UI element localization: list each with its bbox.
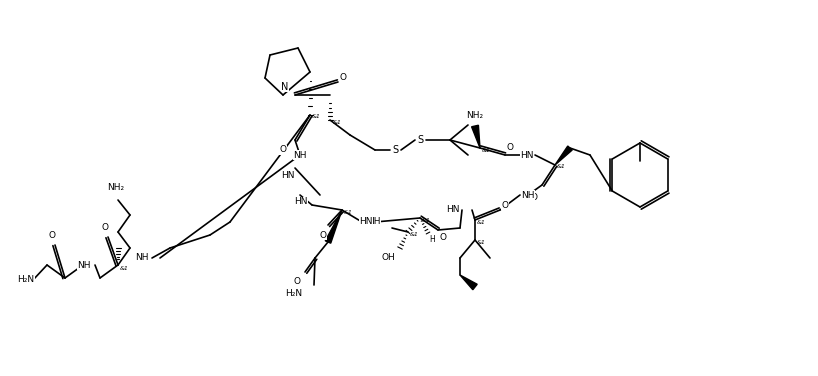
Text: O: O [506, 143, 514, 152]
Text: S: S [392, 145, 398, 155]
Text: O: O [531, 193, 537, 202]
Text: &1: &1 [410, 232, 419, 237]
Text: NH: NH [293, 150, 307, 159]
Text: HN: HN [359, 217, 373, 226]
Text: NH: NH [367, 217, 380, 226]
Text: O: O [294, 277, 300, 287]
Polygon shape [460, 275, 477, 290]
Text: NH: NH [135, 253, 149, 262]
Text: H₂N: H₂N [17, 276, 34, 285]
Polygon shape [326, 210, 342, 243]
Text: NH: NH [521, 191, 535, 200]
Text: HN: HN [294, 197, 308, 206]
Text: &1: &1 [477, 220, 486, 224]
Text: NH₂: NH₂ [107, 183, 124, 193]
Text: HN: HN [281, 170, 295, 179]
Text: N: N [281, 82, 289, 92]
Text: O: O [48, 232, 56, 241]
Text: &1: &1 [422, 217, 431, 223]
Text: O: O [101, 223, 109, 232]
Text: S: S [417, 135, 423, 145]
Text: &1: &1 [482, 147, 491, 153]
Text: NH₂: NH₂ [466, 112, 483, 120]
Text: &1: &1 [312, 115, 321, 120]
Text: O: O [439, 233, 447, 243]
Text: O: O [501, 200, 509, 209]
Text: O: O [320, 230, 326, 240]
Text: O: O [339, 73, 347, 82]
Text: &1: &1 [477, 240, 486, 244]
Text: HN: HN [447, 206, 460, 214]
Text: NH: NH [77, 261, 91, 270]
Text: &1: &1 [333, 120, 342, 124]
Text: OH: OH [381, 253, 395, 262]
Text: H₂N: H₂N [285, 288, 302, 297]
Text: &1: &1 [344, 209, 353, 214]
Polygon shape [555, 146, 573, 165]
Text: H: H [429, 235, 435, 244]
Text: &1: &1 [557, 165, 566, 170]
Polygon shape [472, 125, 480, 148]
Text: &1: &1 [120, 265, 129, 270]
Text: HN: HN [520, 150, 533, 159]
Text: O: O [280, 146, 286, 155]
